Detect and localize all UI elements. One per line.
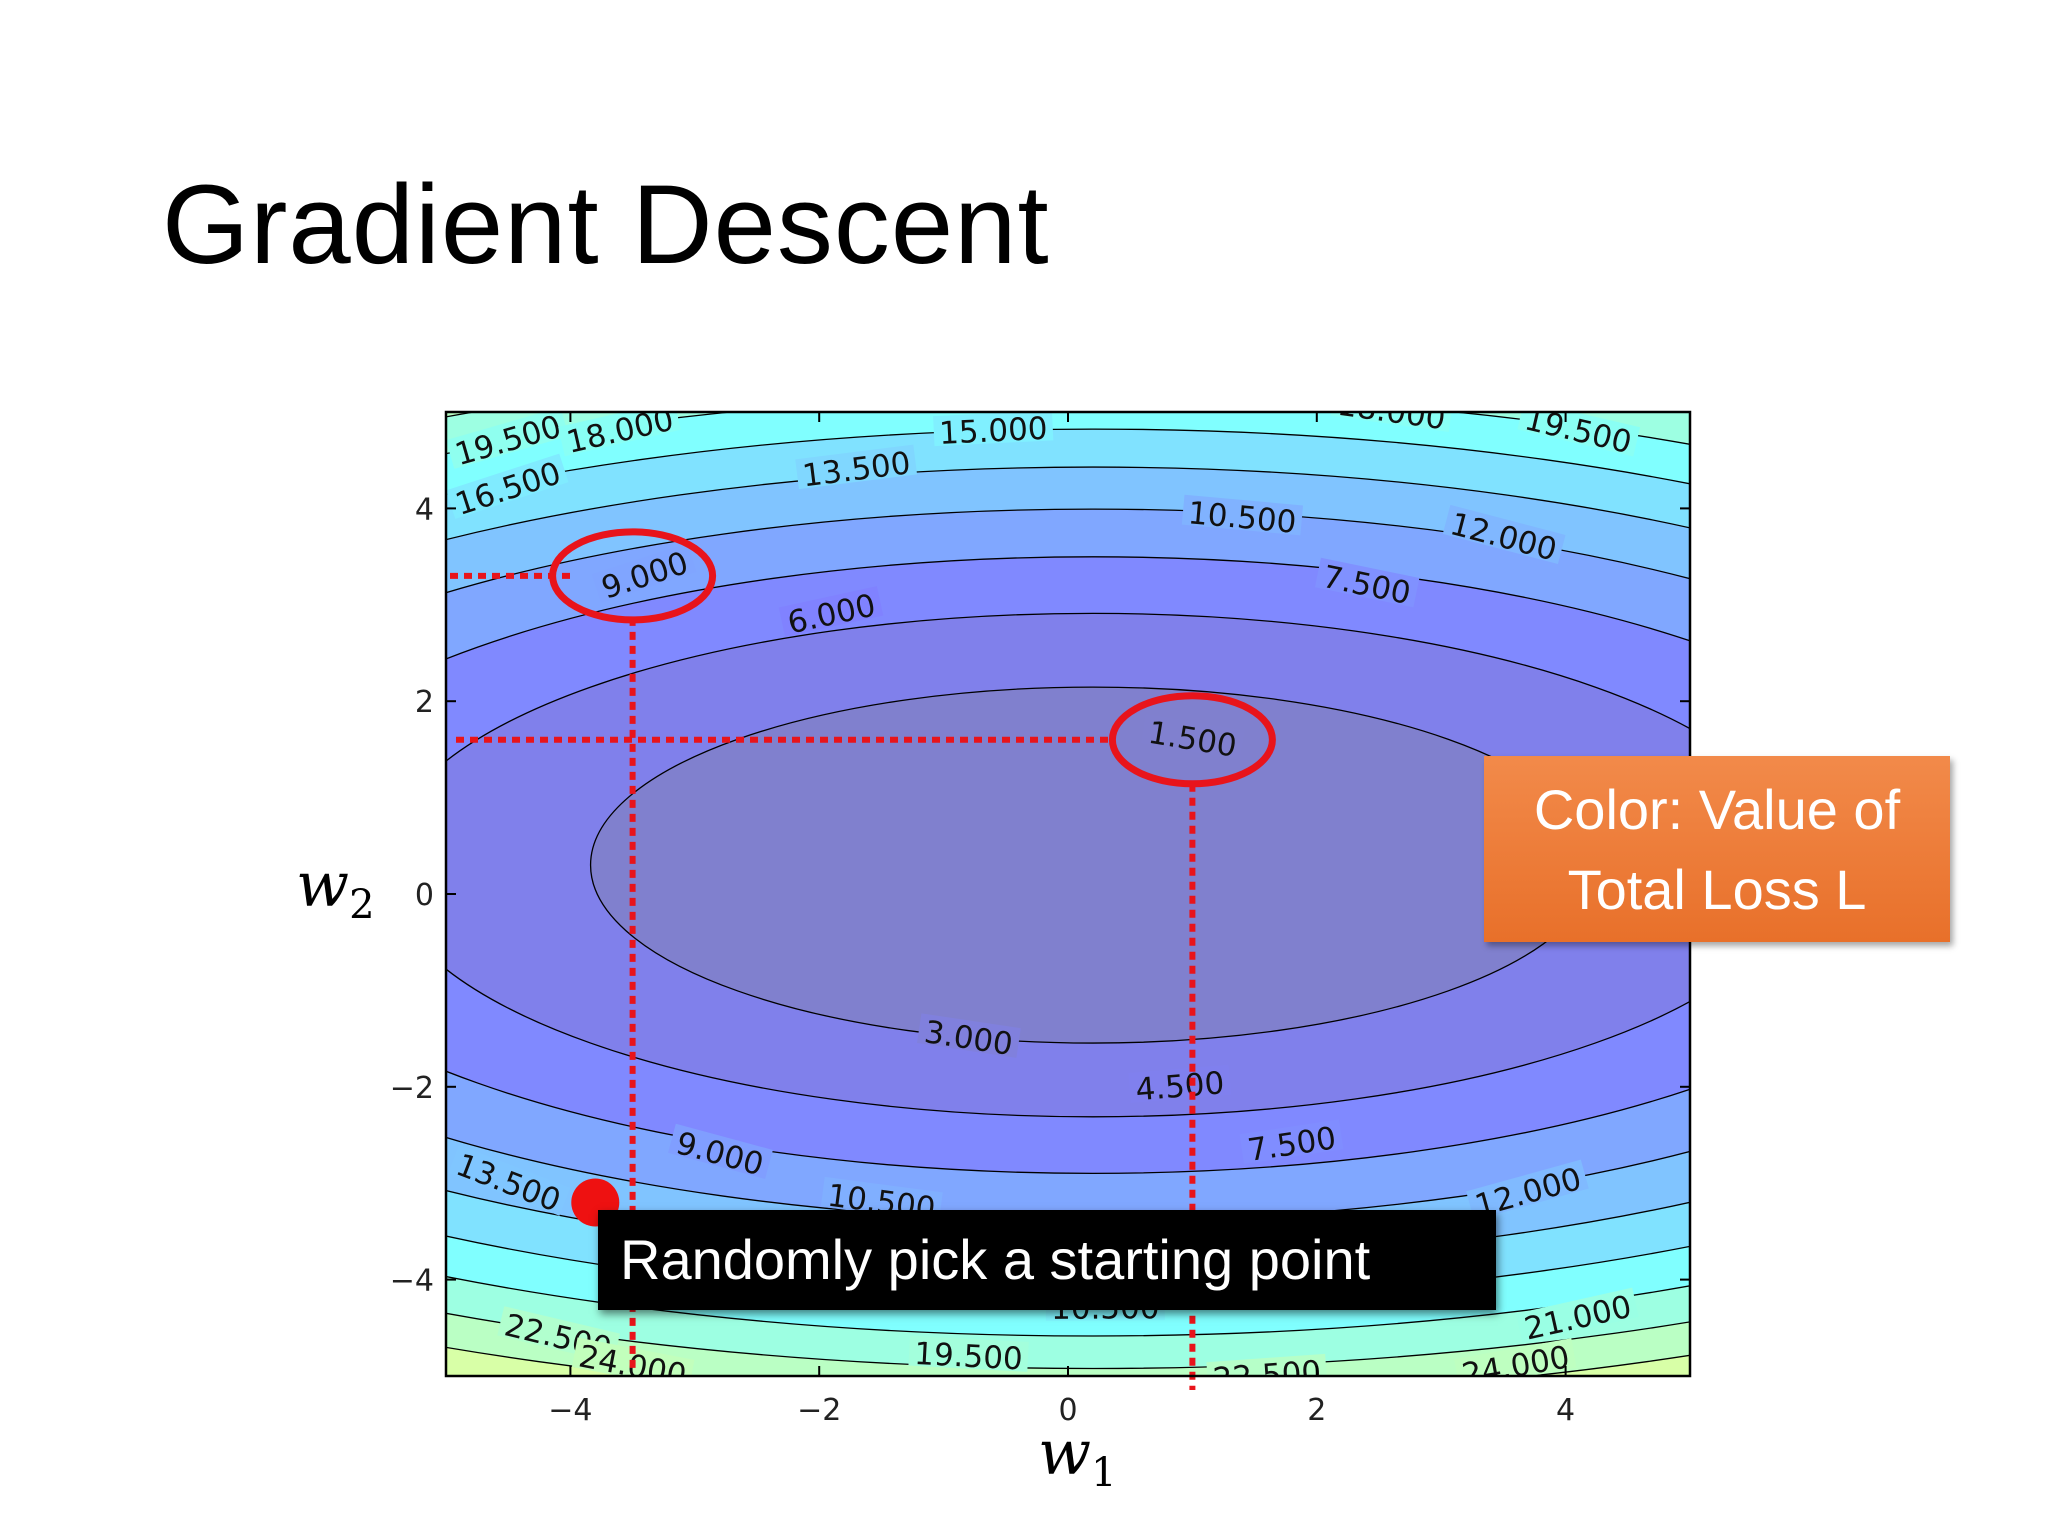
contour-label-bg	[933, 412, 1054, 447]
y-tick-label: 4	[415, 492, 434, 527]
contour-label-bg	[448, 1145, 571, 1216]
contour-label-bg	[1516, 1287, 1639, 1343]
contour-label: 4.500	[1134, 1065, 1225, 1108]
x-tick-label: 0	[1058, 1393, 1077, 1428]
y-tick-label: 2	[415, 685, 434, 720]
callout-line-1: Color: Value of	[1533, 778, 1901, 841]
contour-label-bg	[1140, 713, 1245, 760]
x-tick-label: −4	[548, 1393, 592, 1428]
contour-label-bg	[1128, 1064, 1232, 1103]
contour-label-bg	[1239, 1119, 1344, 1164]
contour-label-bg	[917, 1013, 1021, 1058]
y-tick-label: 0	[415, 878, 434, 913]
y-tick-label: −2	[390, 1071, 434, 1106]
contour-label-bg	[446, 453, 569, 519]
contour-band	[590, 687, 1596, 1044]
contour-label-bg	[795, 444, 918, 490]
contour-label-bg	[1517, 412, 1641, 457]
contour-line	[446, 612, 1690, 1118]
x-tick-label: 4	[1556, 1393, 1575, 1428]
highlight-ring	[1108, 692, 1276, 788]
contour-label-bg	[591, 543, 697, 603]
slide-title: Gradient Descent	[162, 162, 1050, 287]
y-tick-label: −4	[390, 1264, 434, 1299]
contour-line	[446, 556, 1690, 1174]
contour-label-bg	[446, 412, 569, 469]
contour-label-bg	[1206, 1353, 1328, 1376]
x-axis-label: w1	[1038, 1416, 1117, 1496]
contour-label-bg	[1314, 557, 1420, 608]
starting-point-callout: Randomly pick a starting point	[598, 1210, 1496, 1310]
callout-line-2: Total Loss L	[1567, 858, 1867, 921]
x-tick-label: −2	[797, 1393, 841, 1428]
y-axis-label: w2	[296, 848, 375, 928]
contour-label-bg	[1181, 494, 1304, 536]
contour-label: 15.000	[938, 411, 1048, 452]
contour-label-bg	[668, 1123, 773, 1179]
contour-label: 22.500	[1212, 1354, 1323, 1398]
contour-label-bg	[1442, 504, 1566, 565]
contour-label-bg	[1466, 1159, 1589, 1221]
contour-line	[446, 412, 1690, 1370]
color-legend-callout: Color: Value of Total Loss L	[1484, 756, 1950, 942]
contour-label-bg	[558, 412, 681, 457]
highlight-ring	[549, 528, 717, 624]
contour-label-bg	[908, 1335, 1029, 1372]
contour-line	[446, 412, 1690, 1337]
contour-label: 19.500	[913, 1336, 1023, 1378]
x-tick-label: 2	[1307, 1393, 1326, 1428]
contour-label-bg	[1330, 412, 1453, 433]
contour-label-bg	[778, 586, 884, 637]
